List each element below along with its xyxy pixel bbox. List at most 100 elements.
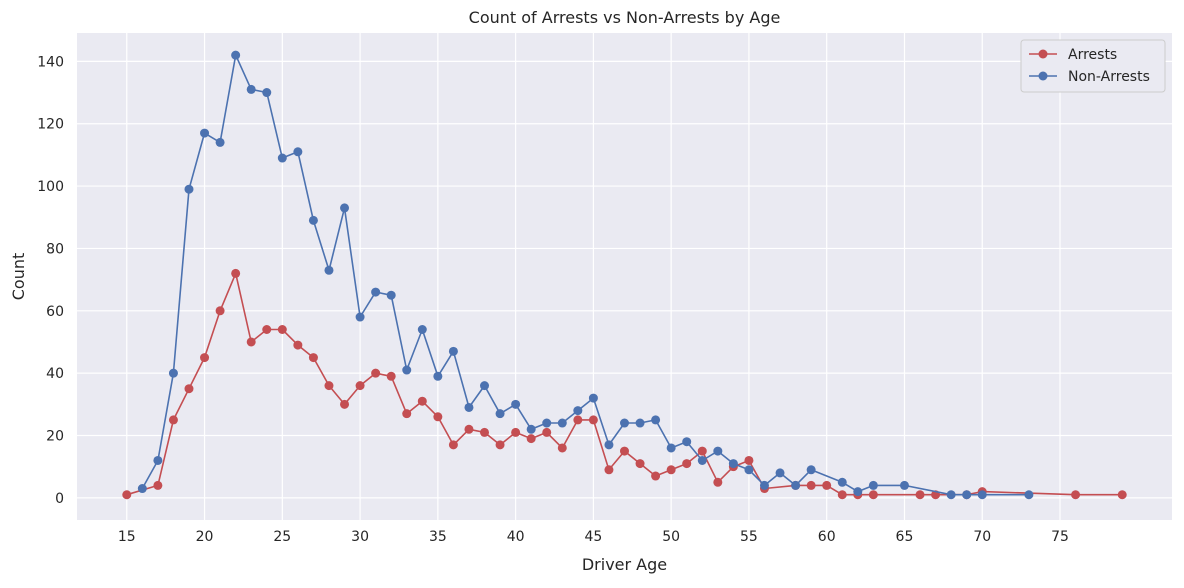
data-point [371,287,381,297]
data-point [962,490,972,500]
data-point [853,487,863,497]
x-tick-label: 70 [973,529,991,545]
data-point [526,434,536,444]
x-tick-label: 40 [507,529,525,545]
data-point [635,459,645,469]
data-point [464,402,474,412]
data-point [231,50,241,60]
data-point [200,353,210,363]
y-tick-label: 120 [37,117,64,133]
data-point [324,381,334,391]
data-point [806,465,816,475]
data-point [868,490,878,500]
data-point [355,381,365,391]
legend: Arrests Non-Arrests [1020,39,1166,93]
data-point [153,480,163,490]
data-point [775,468,785,478]
data-point [573,406,583,416]
data-point [557,443,567,453]
data-point [744,465,754,475]
data-point [573,415,583,425]
data-point [386,371,396,381]
data-point [744,455,754,465]
data-point [262,325,272,335]
data-point [433,371,443,381]
x-tick-label: 60 [818,529,836,545]
data-point [666,443,676,453]
legend-item: Non-Arrests [1029,69,1150,85]
x-tick-label: 30 [351,529,369,545]
x-tick-label: 50 [662,529,680,545]
data-point [713,446,723,456]
data-point [697,446,707,456]
y-axis-label: Count [9,253,28,301]
data-point [324,265,334,275]
data-point [542,427,552,437]
data-point [293,147,303,157]
data-point [557,418,567,428]
x-tick-label: 55 [740,529,758,545]
data-point [402,365,412,375]
data-point [542,418,552,428]
data-point [1117,490,1127,500]
data-point [480,381,490,391]
data-point [651,415,661,425]
data-point [713,477,723,487]
series-line [141,54,1029,496]
data-point [464,424,474,434]
data-point [184,384,194,394]
data-point [371,368,381,378]
y-tick-label: 80 [46,241,64,257]
data-point [759,480,769,490]
plot-area [77,33,1172,520]
series-layer [122,50,1127,500]
legend-label: Arrests [1068,47,1117,63]
data-point [604,440,614,450]
data-point [246,84,256,94]
data-point [448,346,458,356]
data-point [340,399,350,409]
data-point [977,490,987,500]
x-axis-label: Driver Age [582,555,667,574]
data-point [448,440,458,450]
y-tick-label: 40 [46,366,64,382]
data-point [122,490,132,500]
data-point [200,128,210,138]
data-point [137,484,147,494]
data-point [1024,490,1034,500]
data-point [791,480,801,490]
y-tick-label: 100 [37,179,64,195]
x-tick-label: 25 [273,529,291,545]
data-point [153,455,163,465]
data-point [822,480,832,490]
data-point [495,440,505,450]
data-point [386,290,396,300]
data-point [308,353,318,363]
data-point [495,409,505,419]
data-point [355,312,365,322]
x-tick-label: 20 [196,529,214,545]
series-non-arrests [137,50,1034,500]
data-point [215,306,225,316]
data-point [1071,490,1081,500]
tick-labels: 15 20 25 30 35 40 45 50 55 60 65 70 75 0 20 40 60 80 100 12… [37,54,1069,545]
data-point [837,490,847,500]
x-tick-label: 65 [896,529,914,545]
data-point [728,459,738,469]
data-point [277,325,287,335]
data-point [231,268,241,278]
data-point [417,396,427,406]
data-point [682,437,692,447]
data-point [526,424,536,434]
data-point [915,490,925,500]
data-point [184,184,194,194]
y-tick-label: 140 [37,54,64,70]
data-point [511,427,521,437]
data-point [651,471,661,481]
data-point [682,459,692,469]
data-point [293,340,303,350]
data-point [946,490,956,500]
data-point [417,325,427,335]
data-point [168,415,178,425]
